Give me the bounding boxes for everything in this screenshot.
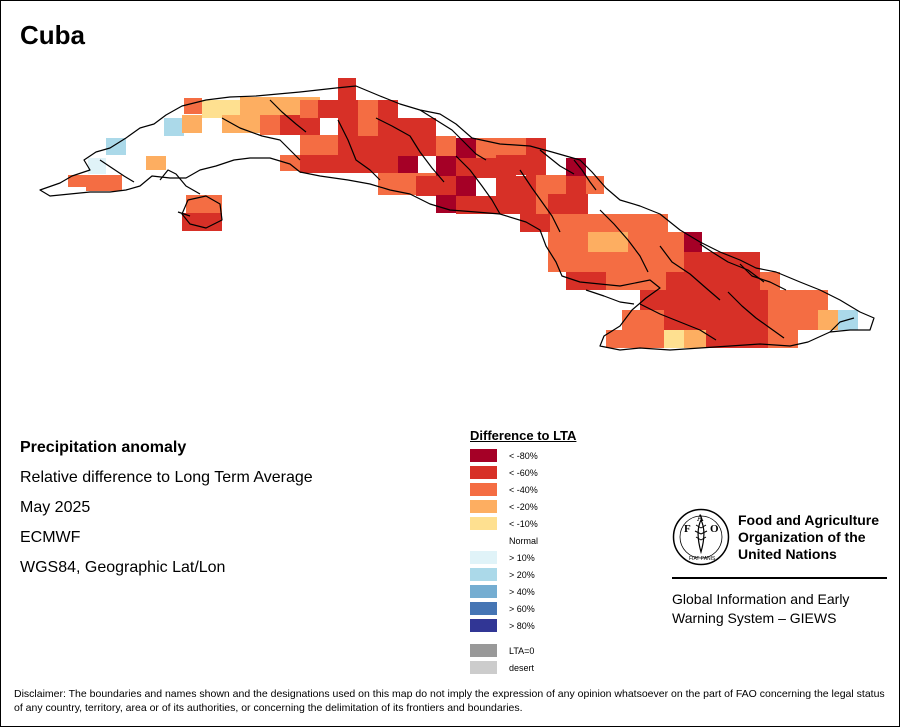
country-and-province-borders: [39, 85, 875, 351]
legend-item: < -20%: [470, 498, 576, 515]
legend-swatch: [470, 644, 497, 657]
organization-name-line: Organization of the: [738, 529, 866, 545]
organization-name: Food and Agriculture Organization of the…: [738, 512, 879, 563]
legend-label: > 10%: [509, 552, 535, 563]
legend-title: Difference to LTA: [470, 428, 577, 443]
legend-item: LTA=0: [470, 642, 576, 659]
legend-swatch: [470, 466, 497, 479]
legend-swatch: [470, 517, 497, 530]
legend-label: LTA=0: [509, 645, 535, 656]
legend-swatch: [470, 534, 497, 547]
legend-swatch: [470, 483, 497, 496]
organization-name-line: United Nations: [738, 546, 837, 562]
legend-swatch: [470, 568, 497, 581]
legend-label: desert: [509, 662, 535, 673]
anomaly-grid: [68, 78, 858, 348]
info-period: May 2025: [20, 499, 91, 516]
legend-swatch: [470, 551, 497, 564]
info-heading: Precipitation anomaly: [20, 439, 187, 456]
legend: Difference to LTA < -80% < -60% < -40% <…: [470, 428, 576, 676]
legend-item: < -80%: [470, 447, 576, 464]
map-title: Cuba: [20, 20, 85, 50]
legend-item: > 20%: [470, 566, 576, 583]
legend-swatch: [470, 619, 497, 632]
legend-label: > 60%: [509, 603, 535, 614]
legend-label: > 20%: [509, 569, 535, 580]
legend-extra: LTA=0 desert: [470, 642, 576, 676]
legend-label: < -60%: [509, 467, 538, 478]
legend-swatch: [470, 449, 497, 462]
legend-swatch: [470, 661, 497, 674]
organization-name-line: Food and Agriculture: [738, 512, 880, 528]
info-model: ECMWF: [20, 529, 81, 546]
disclaimer: Disclaimer: The boundaries and names sho…: [14, 688, 885, 714]
legend-item: > 60%: [470, 600, 576, 617]
fao-logo-letter-f: F: [684, 523, 691, 535]
system-name-line: Global Information and Early: [672, 591, 850, 607]
fao-logo-motto: FIAT PANIS: [689, 556, 716, 562]
fao-logo-letter-o: O: [710, 523, 719, 535]
cuba-anomaly-map: [39, 78, 875, 351]
fao-logo-letter-a: A: [697, 513, 704, 523]
info-subtitle: Relative difference to Long Term Average: [20, 469, 313, 486]
legend-item: desert: [470, 659, 576, 676]
system-name: Global Information and Early Warning Sys…: [672, 590, 849, 628]
legend-classes: < -80% < -60% < -40% < -20% < -10% Norma…: [470, 447, 576, 634]
legend-item: < -40%: [470, 481, 576, 498]
info-projection: WGS84, Geographic Lat/Lon: [20, 559, 226, 576]
legend-item: < -10%: [470, 515, 576, 532]
legend-swatch: [470, 500, 497, 513]
legend-label: < -40%: [509, 484, 538, 495]
legend-item: Normal: [470, 532, 576, 549]
legend-label: < -10%: [509, 518, 538, 529]
legend-item: < -60%: [470, 464, 576, 481]
legend-label: < -80%: [509, 450, 538, 461]
legend-label: Normal: [509, 535, 539, 546]
system-name-line: Warning System – GIEWS: [672, 610, 837, 626]
legend-swatch: [470, 602, 497, 615]
legend-swatch: [470, 585, 497, 598]
legend-item: > 80%: [470, 617, 576, 634]
fao-logo-icon: F A O FIAT PANIS: [672, 508, 730, 566]
legend-label: > 80%: [509, 620, 535, 631]
organization-divider: [672, 577, 887, 579]
legend-label: < -20%: [509, 501, 538, 512]
legend-label: > 40%: [509, 586, 535, 597]
map-info: Precipitation anomaly Relative differenc…: [20, 433, 313, 583]
legend-item: > 10%: [470, 549, 576, 566]
legend-item: > 40%: [470, 583, 576, 600]
